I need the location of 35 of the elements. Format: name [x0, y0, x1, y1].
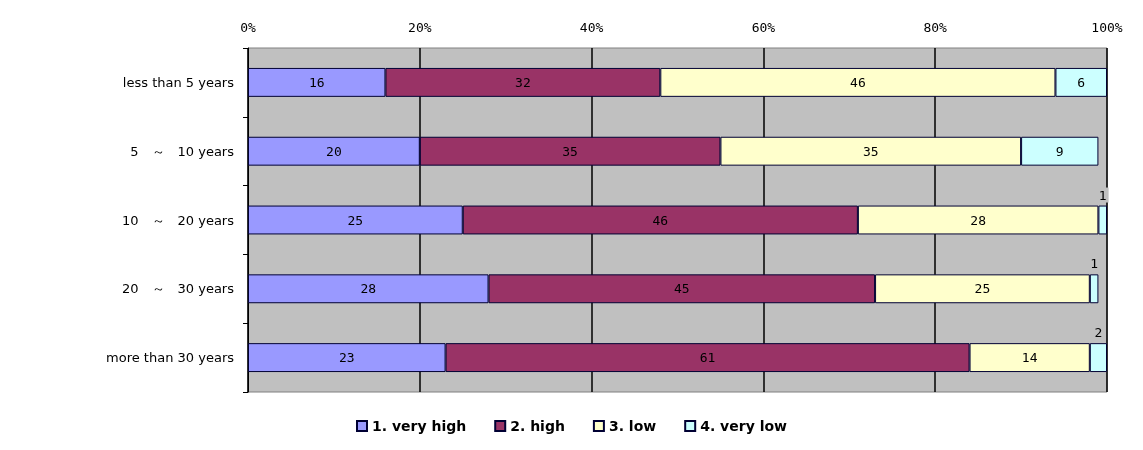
data-label: 9	[1055, 143, 1064, 159]
legend-label: 4. very low	[700, 418, 788, 434]
data-label: 14	[1021, 350, 1038, 366]
data-label: 45	[673, 281, 690, 297]
x-tick-label: 0%	[240, 20, 256, 35]
data-label: 23	[338, 350, 355, 366]
y-tick-label: more than 30 years	[106, 350, 235, 366]
data-label: 6	[1077, 74, 1086, 90]
y-tick-label: 10 ～ 20 years	[122, 212, 235, 228]
x-tick-label: 60%	[751, 20, 776, 35]
data-label: 46	[652, 212, 669, 228]
data-label: 28	[360, 281, 377, 297]
legend-label: 3. low	[608, 418, 657, 434]
x-tick-label: 20%	[408, 20, 432, 35]
x-tick-label: 80%	[923, 20, 948, 35]
data-label: 25	[974, 281, 991, 297]
data-label: 46	[850, 74, 866, 90]
data-label: 35	[562, 143, 578, 159]
x-tick-label: 100%	[1091, 20, 1123, 35]
data-label: 28	[970, 212, 986, 228]
legend-label: 2. high	[510, 418, 565, 434]
data-label: 16	[308, 74, 325, 90]
y-tick-label: 20 ～ 30 years	[122, 281, 235, 297]
legend-label: 1. very high	[372, 418, 467, 434]
data-label: 32	[515, 74, 531, 90]
data-label: 20	[326, 143, 342, 159]
data-label: 35	[862, 143, 879, 159]
y-tick-label: less than 5 years	[122, 74, 235, 90]
data-label: 1	[1090, 256, 1099, 272]
data-label: 2	[1094, 325, 1103, 341]
x-tick-label: 40%	[579, 20, 604, 35]
data-label: 25	[347, 212, 364, 228]
data-label: 1	[1098, 187, 1107, 203]
y-tick-label: 5 ～ 10 years	[130, 143, 235, 159]
data-label: 61	[699, 350, 716, 366]
